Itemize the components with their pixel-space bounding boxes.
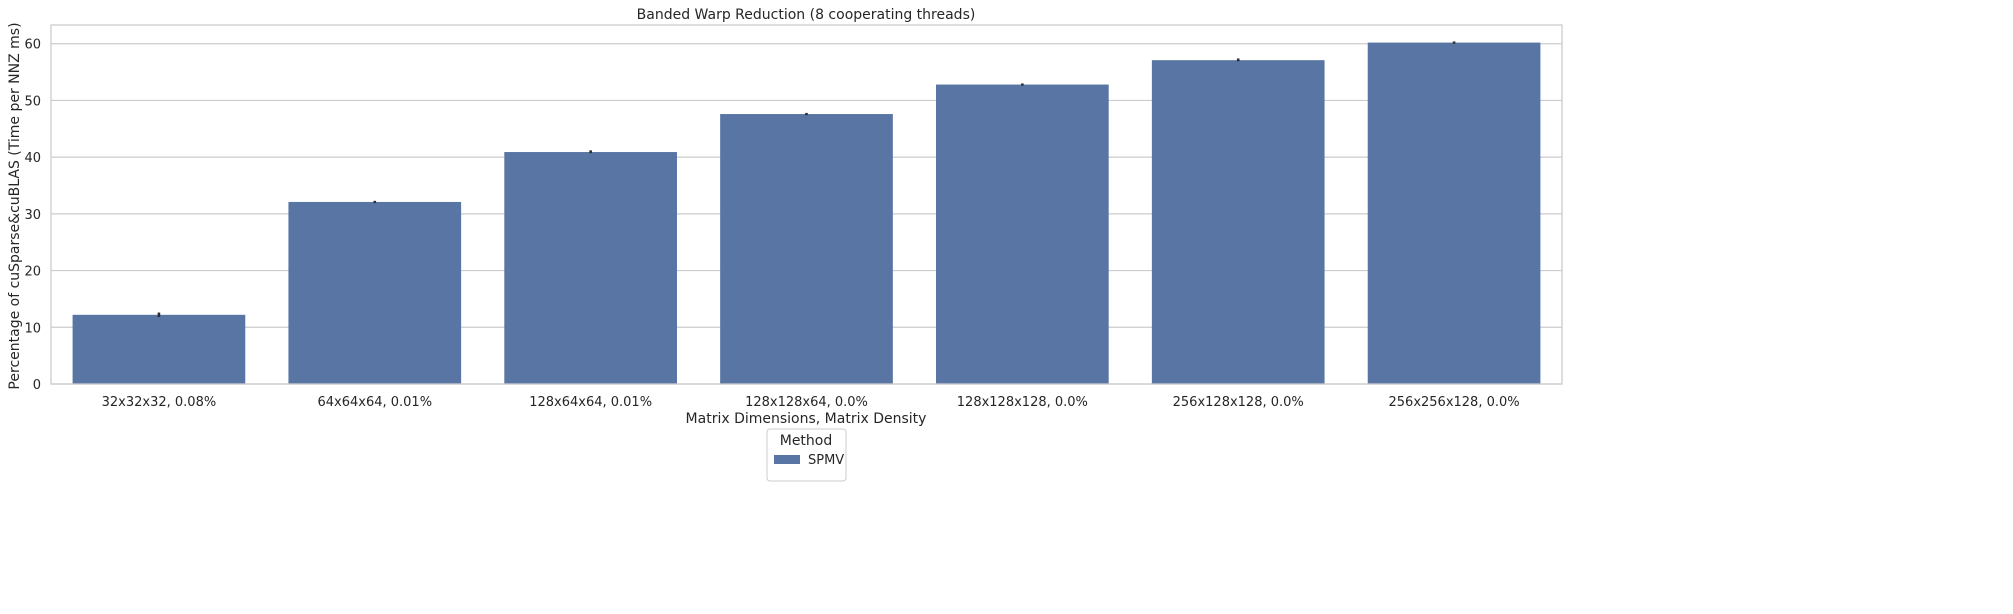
y-tick-label: 20 bbox=[24, 265, 41, 280]
y-tick-label: 60 bbox=[24, 38, 41, 53]
y-tick-label: 40 bbox=[24, 151, 41, 166]
x-tick-label: 32x32x32, 0.08% bbox=[102, 395, 217, 410]
bar-spmv bbox=[72, 314, 246, 384]
y-tick-label: 50 bbox=[24, 94, 41, 109]
x-tick-labels: 32x32x32, 0.08% 64x64x64, 0.01% 128x64x64,… bbox=[102, 395, 1520, 410]
y-tick-label: 30 bbox=[24, 208, 41, 223]
x-tick-label: 64x64x64, 0.01% bbox=[317, 395, 432, 410]
y-tick-labels: 0 10 20 30 40 50 60 bbox=[24, 38, 41, 393]
bars bbox=[72, 42, 1541, 384]
bar-spmv bbox=[1367, 42, 1541, 384]
legend-box bbox=[766, 428, 847, 482]
x-axis-label: Matrix Dimensions, Matrix Density bbox=[686, 411, 927, 427]
x-tick-label: 128x128x64, 0.0% bbox=[745, 395, 868, 410]
legend: Method SPMV bbox=[766, 428, 847, 482]
y-tick-label: 0 bbox=[33, 378, 41, 393]
x-tick-label: 128x64x64, 0.01% bbox=[529, 395, 652, 410]
bar-spmv bbox=[504, 152, 677, 384]
x-tick-label: 256x128x128, 0.0% bbox=[1173, 395, 1304, 410]
bar-spmv bbox=[288, 201, 462, 384]
chart-title: Banded Warp Reduction (8 cooperating thr… bbox=[637, 7, 976, 23]
legend-swatch-spmv bbox=[774, 455, 800, 464]
x-tick-label: 256x256x128, 0.0% bbox=[1389, 395, 1520, 410]
error-bars bbox=[157, 41, 1456, 318]
bar-spmv bbox=[1151, 60, 1325, 384]
plot-frame bbox=[50, 24, 1563, 385]
y-axis-label: Percentage of cuSparse&cuBLAS (Time per … bbox=[7, 22, 23, 389]
bar-spmv bbox=[936, 84, 1109, 384]
legend-title: Method bbox=[780, 433, 833, 449]
y-tick-label: 10 bbox=[24, 321, 41, 336]
bar-spmv bbox=[720, 114, 893, 384]
legend-label-spmv: SPMV bbox=[808, 453, 844, 468]
x-tick-label: 128x128x128, 0.0% bbox=[957, 395, 1088, 410]
